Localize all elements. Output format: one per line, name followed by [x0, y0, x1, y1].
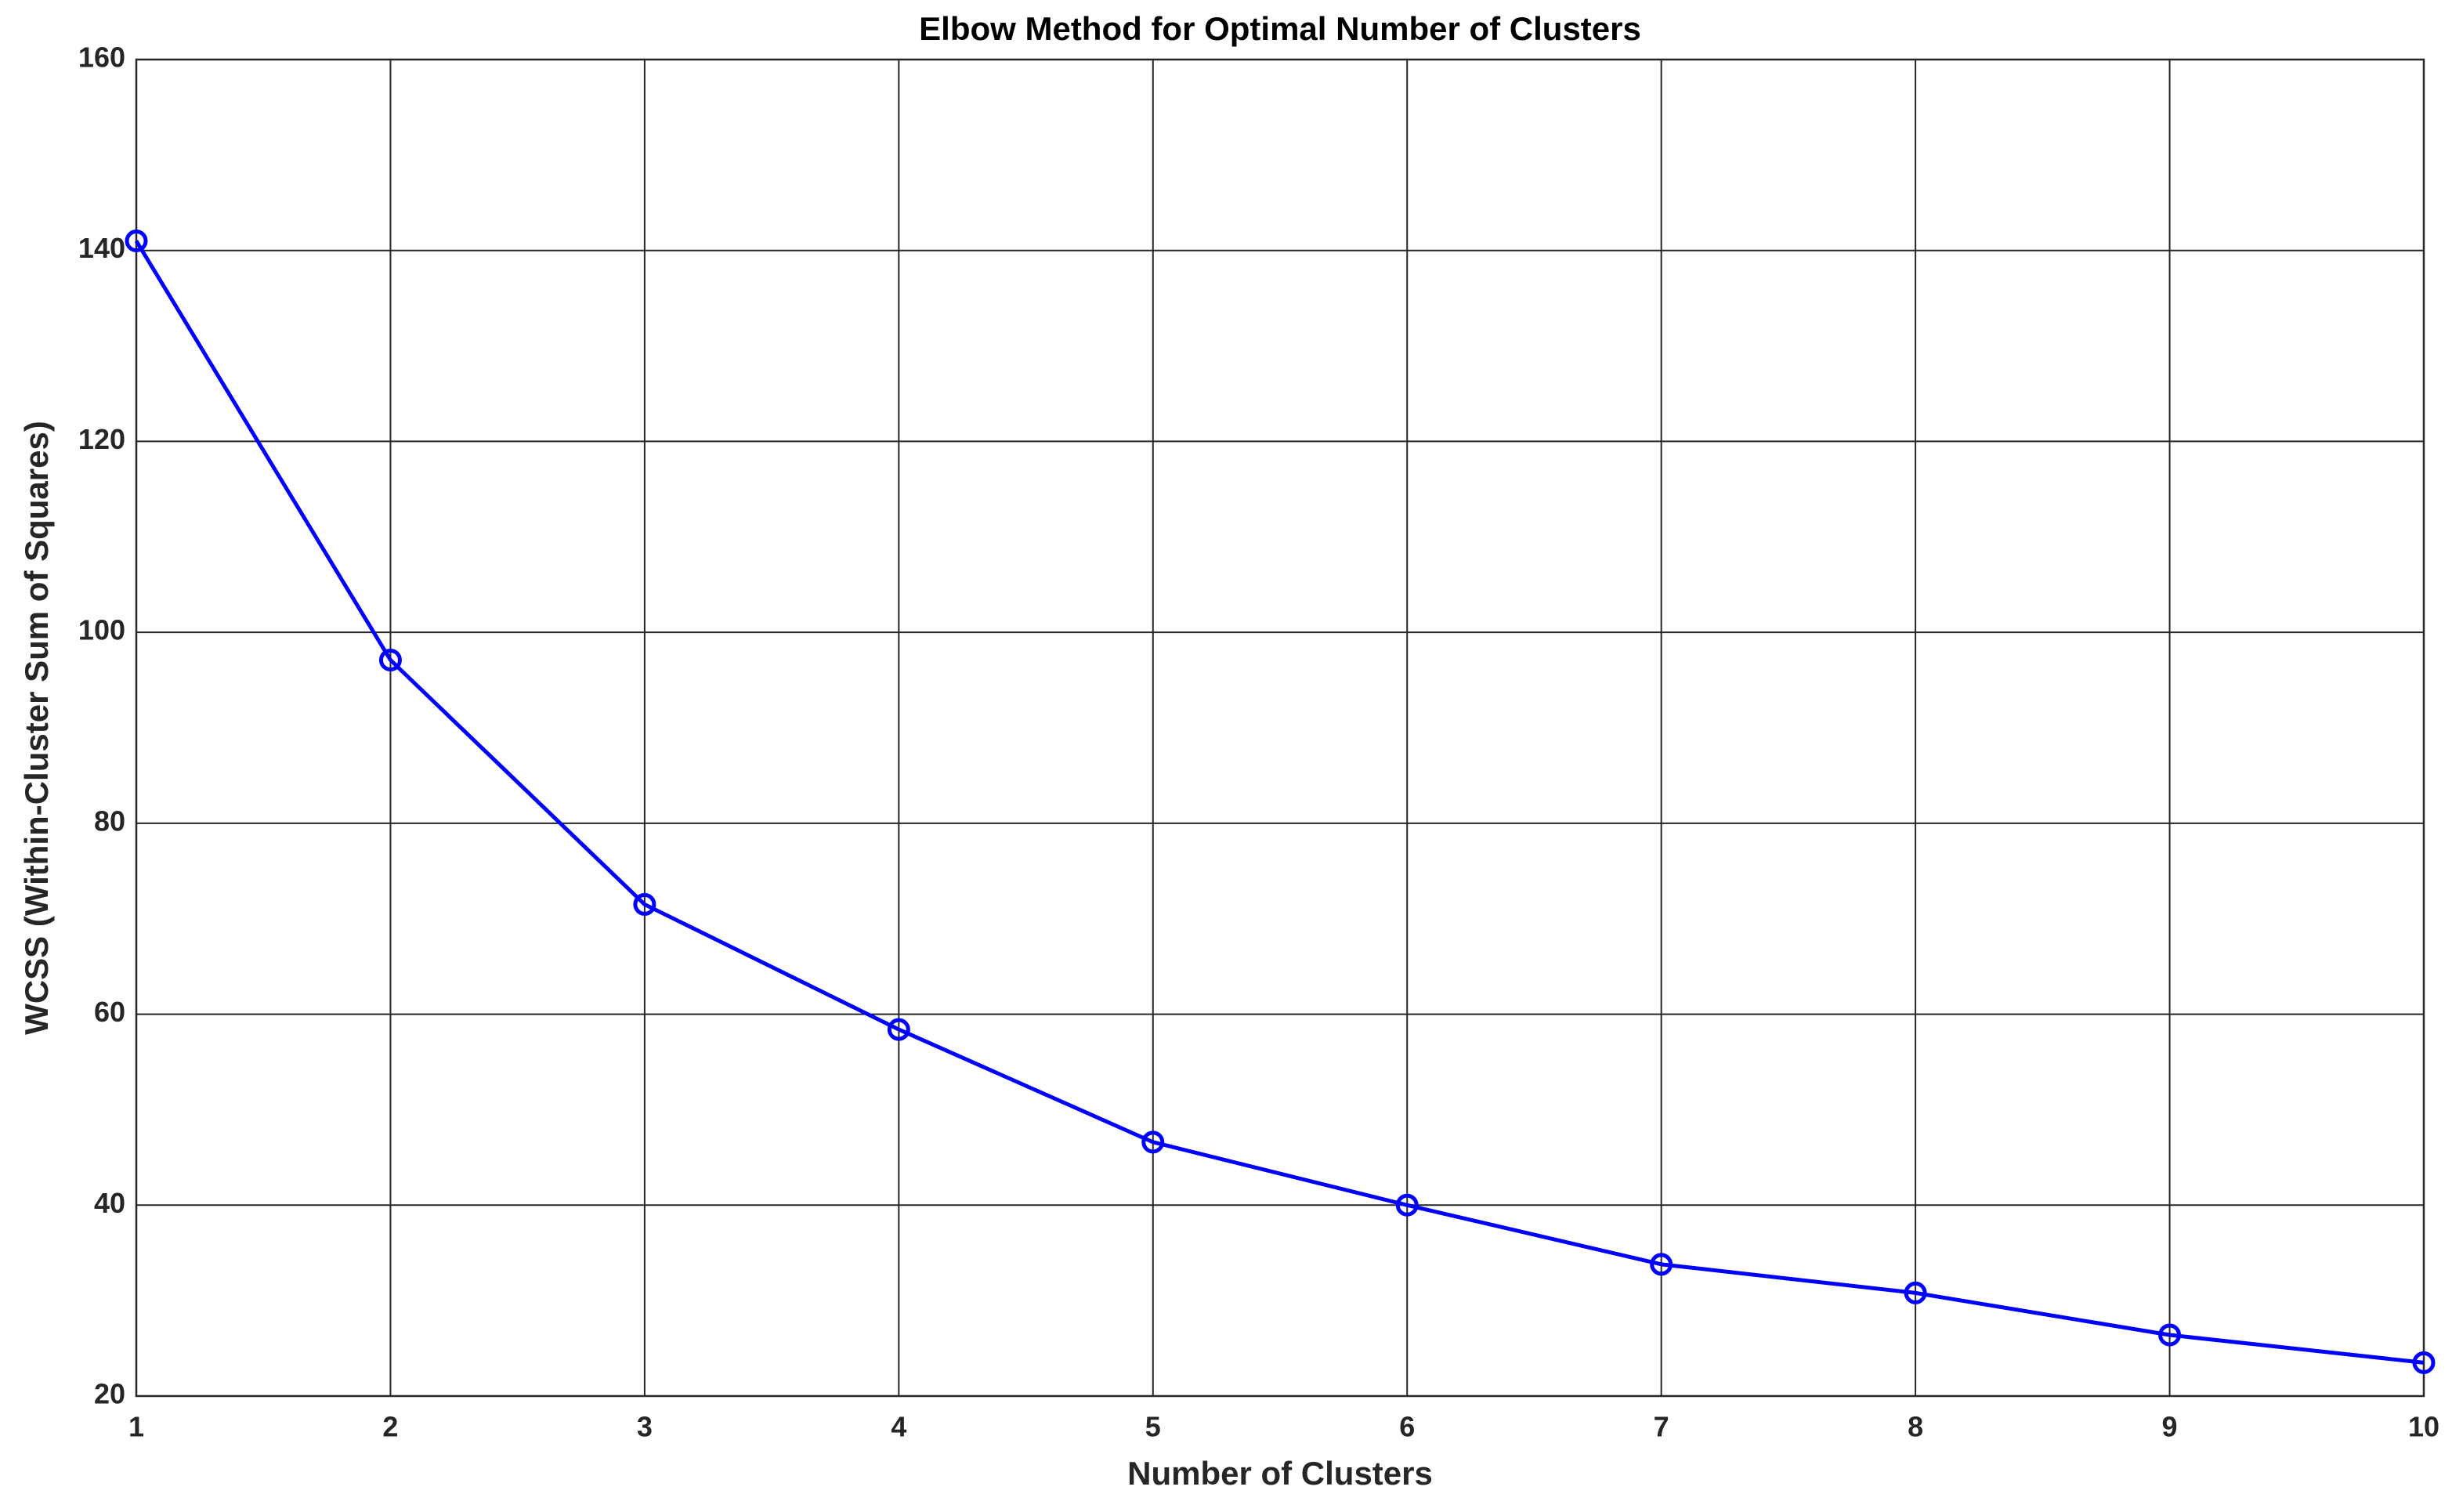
data-point [1904, 1281, 1927, 1304]
data-line [134, 240, 2425, 1365]
x-tick-label: 9 [2162, 1411, 2178, 1443]
data-point [2412, 1351, 2436, 1374]
data-point [1141, 1130, 1165, 1154]
data-point [378, 648, 402, 671]
data-point [1395, 1193, 1419, 1217]
y-tick-label: 160 [78, 42, 125, 74]
y-tick-label: 140 [78, 232, 125, 264]
data-point [633, 892, 656, 916]
x-tick-label: 10 [2408, 1411, 2439, 1443]
data-point [1650, 1253, 1673, 1276]
data-point [887, 1018, 910, 1041]
y-axis-label: WCSS (Within-Cluster Sum of Squares) [18, 421, 55, 1035]
data-point [125, 230, 148, 253]
y-tick-label: 80 [94, 805, 125, 837]
x-tick-label: 2 [382, 1411, 398, 1443]
x-tick-label: 6 [1399, 1411, 1415, 1443]
x-tick-label: 1 [128, 1411, 144, 1443]
x-tick-label: 7 [1654, 1411, 1669, 1443]
y-tick-label: 120 [78, 423, 125, 455]
y-tick-label: 60 [94, 996, 125, 1028]
x-axis-label: Number of Clusters [1127, 1455, 1433, 1492]
y-tick-label: 20 [94, 1378, 125, 1410]
x-tick-label: 3 [637, 1411, 653, 1443]
plot-frame [135, 58, 2425, 1398]
x-tick-label: 5 [1145, 1411, 1161, 1443]
chart-title: Elbow Method for Optimal Number of Clust… [919, 10, 1641, 47]
data-point [2158, 1323, 2182, 1347]
y-tick-label: 100 [78, 614, 125, 646]
y-tick-label: 40 [94, 1187, 125, 1219]
x-tick-label: 4 [891, 1411, 906, 1443]
x-tick-label: 8 [1908, 1411, 1923, 1443]
